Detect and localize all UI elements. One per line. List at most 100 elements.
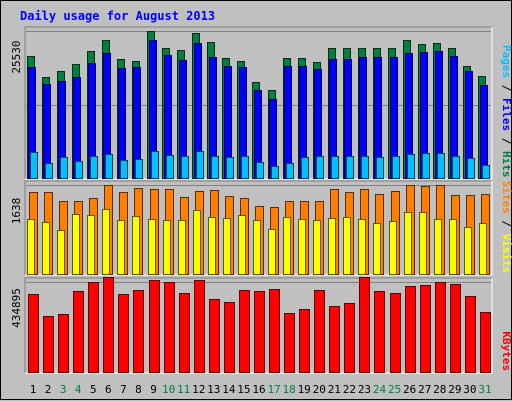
- bar-pages-day-28: [437, 153, 445, 179]
- x-tick-label-day-5: 5: [90, 383, 97, 396]
- legend-entry: KBytes: [500, 331, 512, 371]
- bar-pages-day-4: [75, 161, 83, 179]
- legend-entry: Pages: [500, 45, 512, 78]
- bar-kbytes-day-2: [43, 316, 54, 373]
- x-tick-label-day-21: 21: [328, 383, 341, 396]
- x-tick-label-day-12: 12: [192, 383, 205, 396]
- bar-sites-day-19: [298, 219, 306, 275]
- bar-kbytes-day-26: [405, 286, 416, 373]
- bar-pages-day-31: [482, 165, 490, 179]
- bar-sites-day-15: [238, 215, 246, 275]
- bar-kbytes-day-10: [164, 282, 175, 373]
- bar-kbytes-day-1: [28, 294, 39, 373]
- y-max-label: 25530: [10, 40, 23, 73]
- legend-entry: Sites: [500, 181, 512, 214]
- x-tick-label-day-23: 23: [358, 383, 371, 396]
- x-tick-label-day-7: 7: [120, 383, 127, 396]
- bar-kbytes-day-27: [420, 285, 431, 373]
- x-tick-label-day-15: 15: [237, 383, 250, 396]
- bar-pages-day-7: [120, 160, 128, 179]
- legend: Sites / Visits: [500, 181, 512, 274]
- bar-sites-day-14: [223, 218, 231, 275]
- bar-kbytes-day-21: [329, 306, 340, 373]
- panel-border-shadow: [24, 180, 492, 275]
- bar-pages-day-9: [151, 151, 159, 179]
- legend-entry: Visits: [500, 234, 512, 274]
- bar-kbytes-day-7: [118, 294, 129, 373]
- bar-sites-day-1: [27, 219, 35, 275]
- bar-files-day-18: [284, 66, 292, 179]
- bar-pages-day-21: [331, 156, 339, 179]
- x-tick-label-day-13: 13: [207, 383, 220, 396]
- bar-pages-day-16: [256, 162, 264, 179]
- bar-sites-day-18: [283, 217, 291, 275]
- bar-sites-day-23: [358, 219, 366, 275]
- x-tick-label-day-9: 9: [150, 383, 157, 396]
- bar-kbytes-day-6: [103, 277, 114, 373]
- x-tick-label-day-20: 20: [313, 383, 326, 396]
- x-tick-label-day-16: 16: [252, 383, 265, 396]
- bar-pages-day-11: [181, 156, 189, 179]
- bar-pages-day-10: [166, 155, 174, 179]
- bar-pages-day-3: [60, 157, 68, 179]
- x-axis-labels: 1 2 3 4 5 6 7 8 9 10 11 12 13 14 15 16 17 18 19 20 21 22 23 24 2…: [30, 383, 492, 396]
- bar-sites-day-4: [72, 214, 80, 275]
- bar-kbytes-day-8: [133, 290, 144, 373]
- bar-pages-day-29: [452, 156, 460, 179]
- bar-pages-day-26: [407, 154, 415, 179]
- bar-sites-day-25: [389, 221, 397, 275]
- bar-sites-day-16: [253, 220, 261, 275]
- bar-pages-day-18: [286, 163, 294, 179]
- x-tick-label-day-19: 19: [298, 383, 311, 396]
- bar-sites-day-28: [434, 219, 442, 275]
- bar-pages-day-19: [301, 157, 309, 179]
- bar-kbytes-day-15: [239, 290, 250, 373]
- bar-pages-day-8: [135, 159, 143, 179]
- bar-kbytes-day-3: [58, 314, 69, 373]
- bar-kbytes-day-19: [299, 309, 310, 373]
- x-tick-label-day-25: 25: [388, 383, 401, 396]
- x-tick-label-day-8: 8: [135, 383, 142, 396]
- bar-kbytes-day-20: [314, 290, 325, 373]
- x-tick-label-day-1: 1: [30, 383, 37, 396]
- legend-entry: Files: [500, 98, 512, 131]
- bar-kbytes-day-14: [224, 302, 235, 373]
- bar-pages-day-13: [211, 156, 219, 179]
- bar-kbytes-day-11: [179, 293, 190, 373]
- bar-kbytes-day-29: [450, 284, 461, 373]
- bar-sites-day-30: [464, 227, 472, 275]
- chart-title: Daily usage for August 2013: [20, 9, 215, 23]
- bar-sites-day-10: [163, 220, 171, 275]
- panel-border-shadow: [24, 26, 492, 179]
- bar-sites-day-20: [313, 220, 321, 275]
- bar-sites-day-12: [193, 210, 201, 275]
- x-tick-label-day-24: 24: [373, 383, 387, 396]
- x-tick-label-day-18: 18: [283, 383, 296, 396]
- bar-kbytes-day-25: [390, 293, 401, 373]
- bar-pages-day-23: [361, 156, 369, 179]
- x-tick-label-day-6: 6: [105, 383, 112, 396]
- bar-sites-day-31: [479, 223, 487, 275]
- bar-kbytes-day-9: [149, 280, 160, 373]
- bar-kbytes-day-31: [480, 312, 491, 373]
- bar-pages-day-6: [105, 154, 113, 179]
- bar-sites-day-3: [57, 230, 65, 275]
- legend-entry: /: [500, 214, 512, 234]
- bar-sites-day-6: [102, 209, 110, 275]
- bar-kbytes-day-18: [284, 313, 295, 373]
- legend-entry: /: [500, 78, 512, 98]
- panel-kbytes: 434895 KBytes: [10, 277, 512, 374]
- y-max-label: 1638: [10, 198, 23, 225]
- bar-kbytes-day-24: [374, 291, 385, 373]
- bar-pages-day-15: [241, 156, 249, 179]
- bar-kbytes-day-13: [209, 299, 220, 373]
- x-tick-label-day-27: 27: [418, 383, 431, 396]
- panel-visits_sites: 1638 Sites / Visits: [10, 180, 512, 276]
- bar-kbytes-day-16: [254, 291, 265, 373]
- x-tick-label-day-4: 4: [75, 383, 82, 396]
- bar-pages-day-1: [30, 152, 38, 179]
- bar-pages-day-24: [376, 157, 384, 179]
- bar-sites-day-21: [328, 218, 336, 275]
